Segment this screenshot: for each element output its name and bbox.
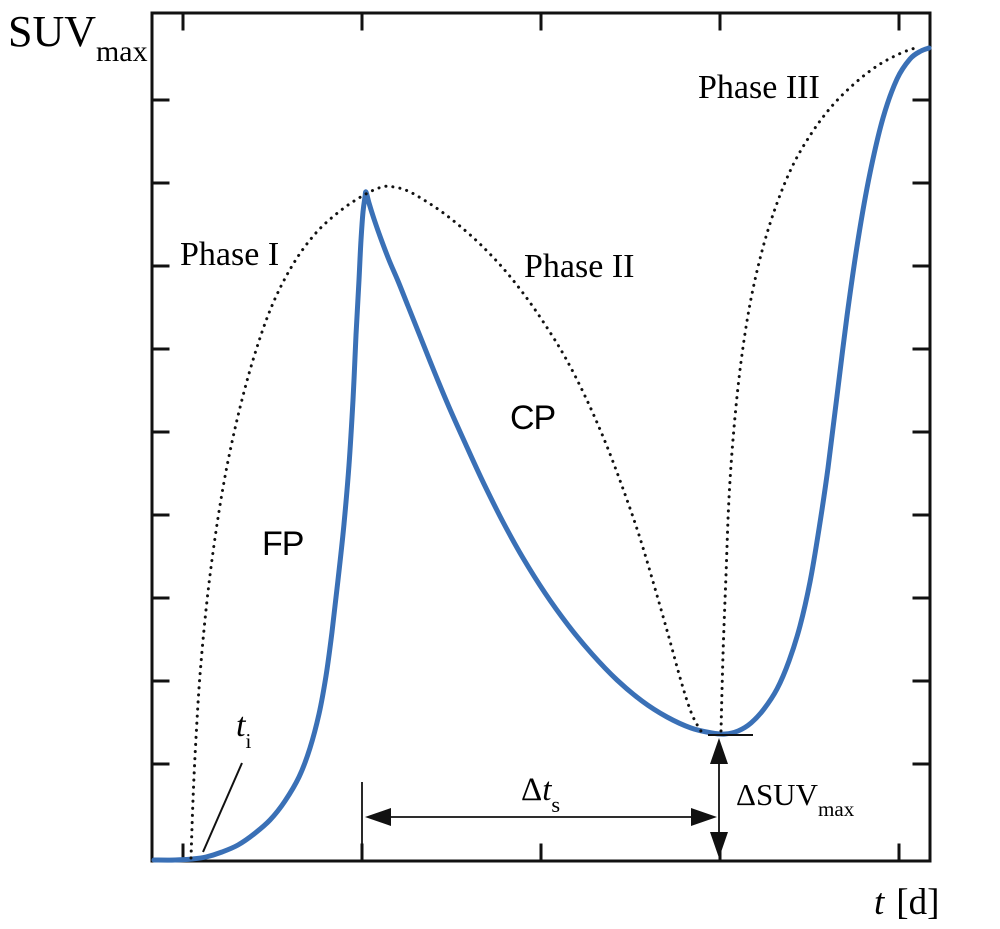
x-axis-label: t [d] (874, 884, 939, 921)
axis-ticks (153, 14, 929, 860)
delta-suvmax-label: ΔSUVmax (736, 777, 854, 820)
delta-ts-main: t (542, 772, 552, 808)
delta-ts-label: Δts (521, 772, 560, 816)
phase-1-2-dotted-envelope (189, 184, 706, 860)
phase-3-dotted-envelope (719, 46, 917, 733)
x-axis-label-main: t (874, 882, 885, 923)
ti-label: ti (236, 707, 251, 752)
delta-suvmax-main: SUV (755, 777, 818, 812)
ti-label-main: t (236, 707, 246, 744)
delta-ts-pre: Δ (521, 772, 543, 808)
dsuv-arrow-head-start (710, 738, 728, 764)
dts-arrow-head-end (691, 808, 717, 826)
dsuv-arrow-head-end (710, 832, 728, 858)
ti-label-sub: i (245, 728, 252, 753)
fast-phase-label: FP (262, 525, 304, 563)
phase-1-label: Phase I (180, 236, 280, 273)
phase-2-label: Phase II (524, 248, 635, 285)
delta-ts-sub: s (551, 791, 561, 817)
plot-frame (150, 11, 932, 863)
x-axis-label-unit: [d] (896, 882, 940, 923)
phase-3-label: Phase III (698, 69, 820, 106)
delta-suvmax-sub: max (817, 796, 855, 821)
ti-callout-line (202, 762, 243, 853)
clearance-phase-label: CP (510, 399, 556, 437)
y-axis-label-sub: max (96, 35, 148, 69)
delta-suvmax-pre: Δ (736, 777, 756, 812)
y-axis-label: SUVmax (8, 7, 148, 67)
y-axis-label-main: SUV (8, 7, 97, 56)
dts-arrow-head-start (365, 808, 391, 826)
suvmax-solid-curve (151, 45, 932, 863)
plot-border (150, 11, 932, 863)
annotation-arrows (202, 734, 753, 859)
curves (151, 45, 932, 863)
